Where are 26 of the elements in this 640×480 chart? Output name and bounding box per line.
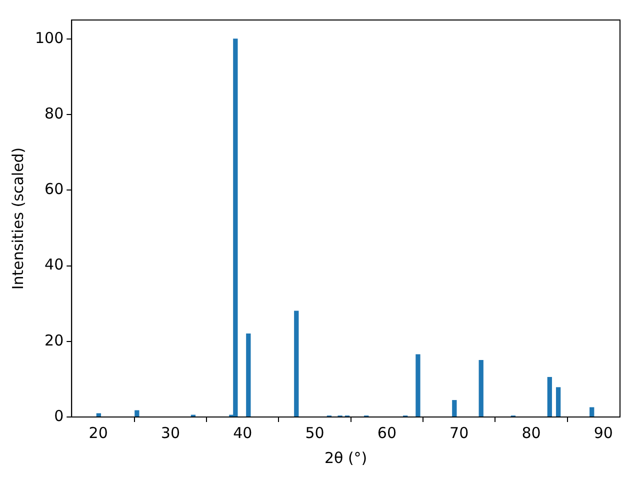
y-tick-label: 60 xyxy=(44,180,64,198)
y-tick-label: 100 xyxy=(34,28,64,47)
x-axis-title: 2θ (°) xyxy=(324,448,368,467)
x-tick-label: 90 xyxy=(594,424,613,442)
y-axis-title: Intensities (scaled) xyxy=(8,147,27,290)
x-tick-label: 80 xyxy=(522,424,541,442)
x-tick-label: 70 xyxy=(450,424,469,442)
y-tick-label: 20 xyxy=(44,331,64,350)
x-tick-label: 60 xyxy=(377,424,396,442)
bar xyxy=(547,376,552,417)
bar xyxy=(416,354,420,417)
bar xyxy=(134,410,140,417)
bar xyxy=(233,38,238,417)
x-tick-label: 50 xyxy=(305,424,324,442)
y-tick-label: 80 xyxy=(44,104,64,122)
bar xyxy=(452,400,457,417)
x-tick-label: 20 xyxy=(88,424,108,442)
bar xyxy=(246,333,251,417)
bar xyxy=(556,387,561,417)
x-tick-label: 40 xyxy=(233,424,252,442)
y-tick-label: 40 xyxy=(44,256,64,274)
bar xyxy=(294,310,299,417)
x-tick-label: 30 xyxy=(160,424,180,442)
bar xyxy=(478,360,484,417)
bar xyxy=(590,407,594,417)
y-tick-label: 0 xyxy=(54,406,64,425)
